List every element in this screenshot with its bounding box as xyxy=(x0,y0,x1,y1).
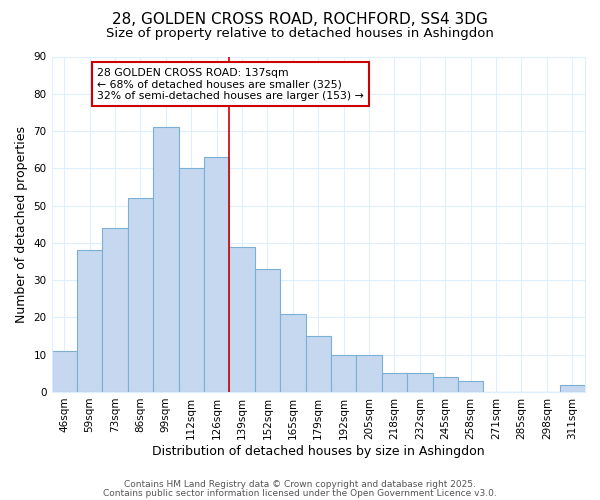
Text: Contains public sector information licensed under the Open Government Licence v3: Contains public sector information licen… xyxy=(103,488,497,498)
Bar xyxy=(103,228,128,392)
Bar xyxy=(179,168,204,392)
Text: 28, GOLDEN CROSS ROAD, ROCHFORD, SS4 3DG: 28, GOLDEN CROSS ROAD, ROCHFORD, SS4 3DG xyxy=(112,12,488,28)
Bar xyxy=(382,374,407,392)
Bar xyxy=(77,250,103,392)
Bar xyxy=(560,384,585,392)
Bar xyxy=(229,246,255,392)
Bar xyxy=(356,354,382,392)
Bar xyxy=(458,381,484,392)
X-axis label: Distribution of detached houses by size in Ashingdon: Distribution of detached houses by size … xyxy=(152,444,485,458)
Bar xyxy=(305,336,331,392)
Text: Size of property relative to detached houses in Ashingdon: Size of property relative to detached ho… xyxy=(106,28,494,40)
Bar xyxy=(433,377,458,392)
Bar xyxy=(128,198,153,392)
Bar xyxy=(255,269,280,392)
Bar xyxy=(52,351,77,392)
Bar xyxy=(204,157,229,392)
Y-axis label: Number of detached properties: Number of detached properties xyxy=(15,126,28,322)
Bar xyxy=(407,374,433,392)
Text: Contains HM Land Registry data © Crown copyright and database right 2025.: Contains HM Land Registry data © Crown c… xyxy=(124,480,476,489)
Bar xyxy=(331,354,356,392)
Bar xyxy=(153,128,179,392)
Text: 28 GOLDEN CROSS ROAD: 137sqm
← 68% of detached houses are smaller (325)
32% of s: 28 GOLDEN CROSS ROAD: 137sqm ← 68% of de… xyxy=(97,68,364,101)
Bar xyxy=(280,314,305,392)
